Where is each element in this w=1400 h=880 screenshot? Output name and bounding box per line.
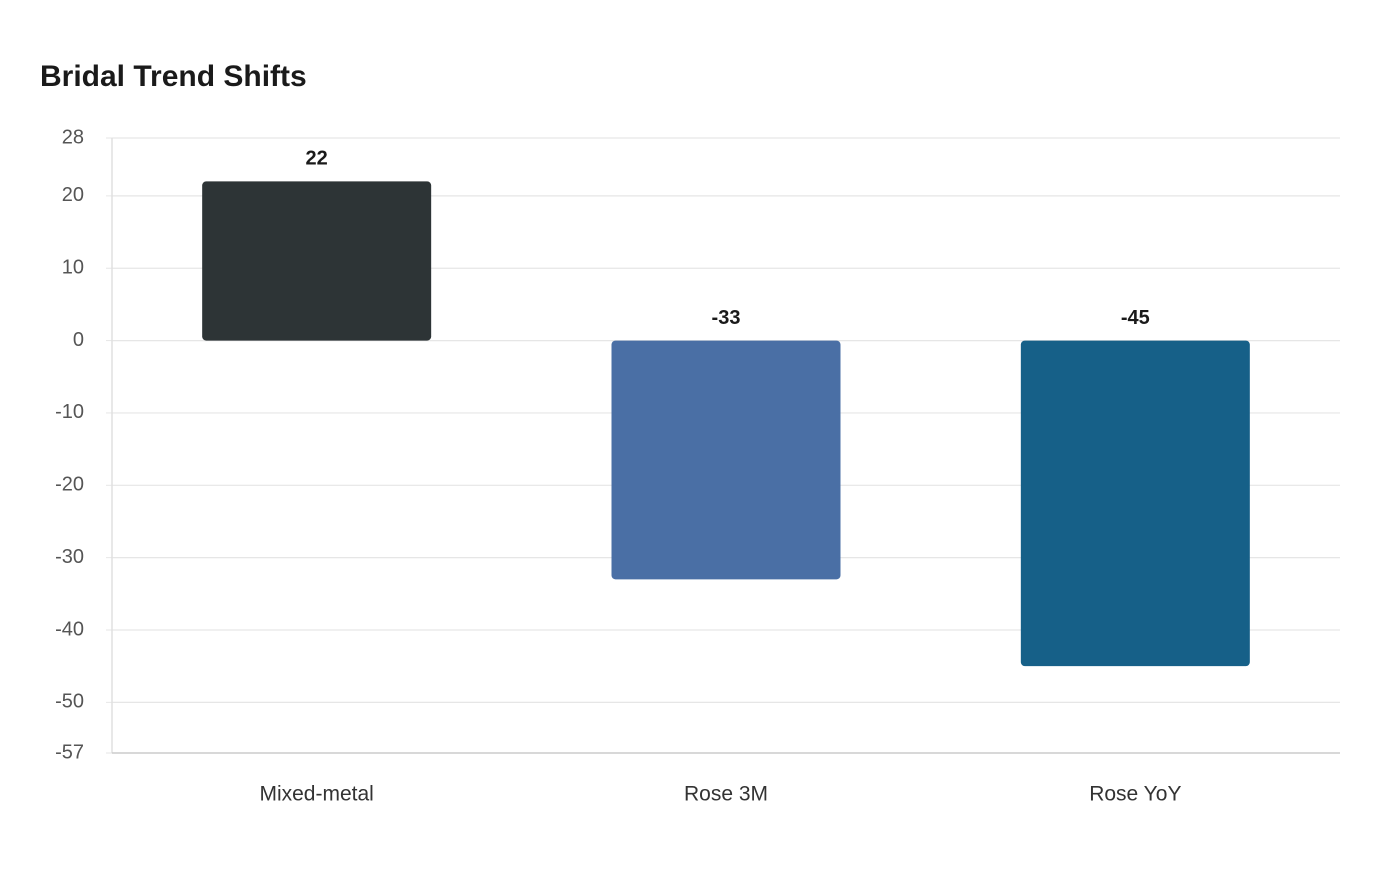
y-tick-label: 20 [62,184,84,206]
y-tick-label: -50 [55,691,84,713]
y-tick-label: -40 [55,618,84,640]
x-tick-label: Rose 3M [684,783,768,806]
y-tick-label: 10 [62,257,84,279]
y-tick-label: -57 [55,741,84,763]
y-tick-label: -30 [55,546,84,568]
labels: 28 20 10 0 -10 -20 -30 -40 -50 -57 22 Mixed-metal -3… [55,126,1181,805]
y-tick-label: -10 [55,401,84,423]
axes [111,138,1340,754]
bar-mixed-metal[interactable] [202,181,432,341]
y-tick-label: 28 [62,126,84,148]
bar-rose-yoy[interactable] [1020,340,1250,667]
bar-rose-3m[interactable] [611,340,841,580]
data-label: -45 [1121,307,1150,329]
x-tick-label: Rose YoY [1089,783,1181,806]
x-tick-label: Mixed-metal [259,783,373,806]
data-label: -33 [712,307,741,329]
data-label: 22 [306,148,328,170]
y-tick-label: 0 [73,329,84,351]
y-tick-label: -20 [55,474,84,496]
bars [202,181,1250,667]
chart-title: Bridal Trend Shifts [40,60,307,93]
